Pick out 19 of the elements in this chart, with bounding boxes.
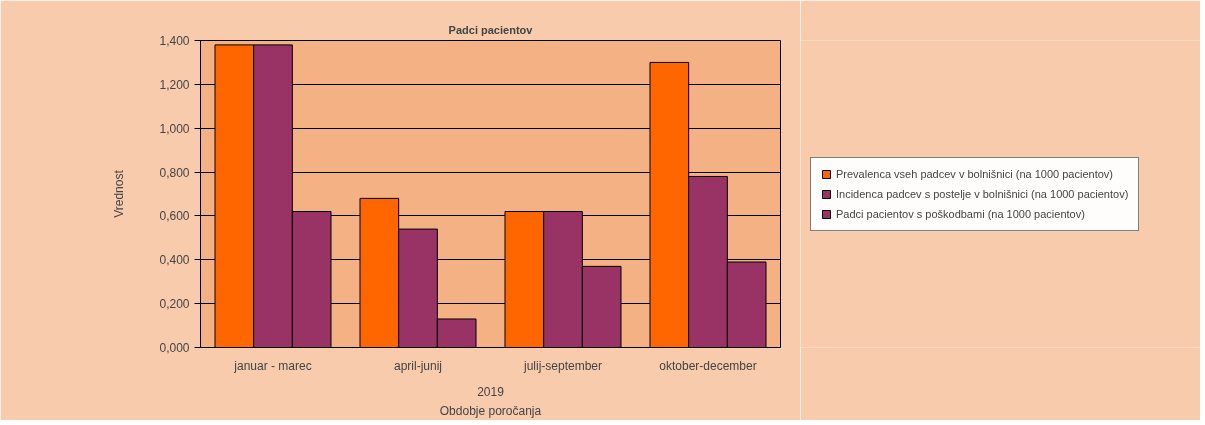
y-tick-label: 1,400 bbox=[159, 34, 190, 48]
x-tick-label: april-junij bbox=[393, 358, 443, 373]
x-tick-label: januar - marec bbox=[233, 358, 312, 373]
y-axis-title: Vrednost bbox=[112, 169, 127, 218]
legend-label: Prevalenca vseh padcev v bolnišnici (na 1000 pacientov) bbox=[836, 167, 1113, 180]
text: 2019 bbox=[477, 384, 505, 399]
y-tick-label: 0,800 bbox=[159, 165, 190, 180]
legend-label: Padci pacientov s poškodbami (na 1000 pacientov) bbox=[836, 207, 1085, 220]
y-tick-label: 0,600 bbox=[159, 209, 190, 224]
chart-title: Padci pacientov bbox=[448, 23, 534, 36]
legend-label: Incidenca padcev s postelje v bolnišnici (na 1000 pacientov) bbox=[836, 187, 1129, 200]
y-tick-label: 0,200 bbox=[159, 297, 190, 312]
x-axis-title: Obdobje poročanja bbox=[439, 403, 542, 418]
y-tick-label: 1,000 bbox=[159, 121, 190, 136]
y-tick-label: 1,200 bbox=[159, 77, 190, 92]
y-tick-label: 0,400 bbox=[159, 253, 190, 268]
x-tick-label: julij-september bbox=[522, 358, 603, 373]
y-tick-label: 0,000 bbox=[159, 341, 190, 355]
x-tick-label: oktober-december bbox=[659, 358, 757, 373]
